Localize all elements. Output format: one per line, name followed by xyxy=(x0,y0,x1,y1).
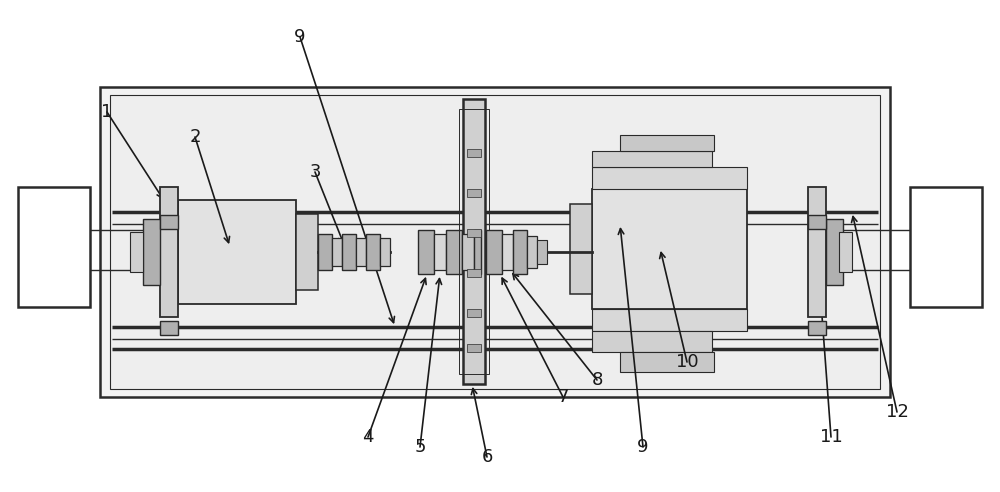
Bar xyxy=(910,187,982,307)
Bar xyxy=(808,321,826,335)
Bar xyxy=(178,200,296,304)
Text: 7: 7 xyxy=(557,388,569,406)
Bar xyxy=(467,309,481,317)
Bar xyxy=(808,215,826,229)
Bar xyxy=(502,234,513,270)
Bar xyxy=(318,234,332,270)
Bar xyxy=(592,331,712,352)
Bar xyxy=(462,234,474,270)
Bar xyxy=(110,95,880,389)
Bar xyxy=(434,234,446,270)
Text: 9: 9 xyxy=(637,438,649,456)
Bar xyxy=(467,189,481,197)
Bar xyxy=(296,214,318,290)
Text: 9: 9 xyxy=(294,28,306,46)
Bar xyxy=(474,230,481,274)
Bar xyxy=(467,229,481,237)
Bar xyxy=(592,167,747,189)
Bar xyxy=(418,230,434,274)
Bar xyxy=(160,187,178,317)
Bar xyxy=(839,232,852,272)
Bar xyxy=(459,109,489,374)
Text: 10: 10 xyxy=(676,353,698,371)
Bar xyxy=(592,151,712,167)
Text: 12: 12 xyxy=(886,403,908,421)
Bar xyxy=(513,230,527,274)
Bar xyxy=(160,321,178,335)
Bar xyxy=(130,232,143,272)
Text: 11: 11 xyxy=(820,428,842,446)
Text: 2: 2 xyxy=(189,128,201,146)
Bar xyxy=(808,187,826,317)
Bar xyxy=(486,230,502,274)
Bar xyxy=(592,189,747,309)
Text: 8: 8 xyxy=(591,371,603,389)
Bar xyxy=(18,187,90,307)
Bar xyxy=(592,309,747,331)
Text: 13: 13 xyxy=(933,237,959,257)
Bar xyxy=(826,219,843,285)
Bar xyxy=(342,234,356,270)
Text: 5: 5 xyxy=(414,438,426,456)
Bar xyxy=(527,236,537,268)
Bar xyxy=(143,219,160,285)
Bar xyxy=(620,352,714,372)
Text: 1: 1 xyxy=(101,103,113,121)
Text: 3: 3 xyxy=(309,163,321,181)
Bar xyxy=(366,234,380,270)
Bar xyxy=(160,215,178,229)
Bar xyxy=(467,149,481,157)
Text: 14: 14 xyxy=(41,237,67,257)
Bar xyxy=(467,269,481,277)
Bar xyxy=(332,238,342,266)
Bar xyxy=(100,87,890,397)
Bar xyxy=(463,99,485,384)
Text: 6: 6 xyxy=(481,448,493,466)
Bar xyxy=(467,344,481,352)
Bar xyxy=(356,238,366,266)
Text: 4: 4 xyxy=(362,428,374,446)
Bar xyxy=(570,204,592,294)
Bar xyxy=(380,238,390,266)
Bar xyxy=(620,135,714,151)
Bar xyxy=(537,240,547,264)
Bar xyxy=(446,230,462,274)
